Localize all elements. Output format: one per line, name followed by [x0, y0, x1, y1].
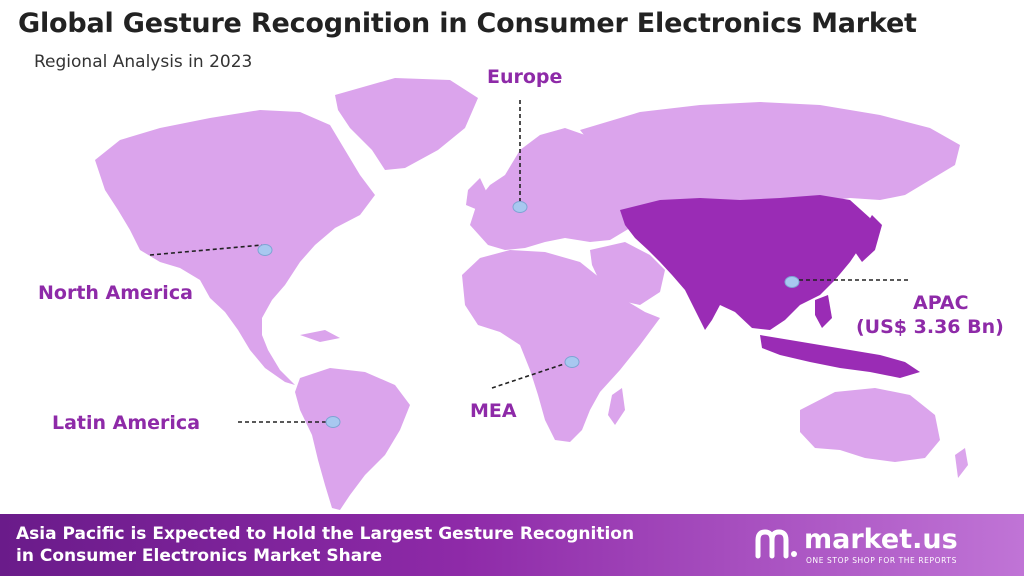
leader-line-north-america [149, 244, 263, 256]
landmass-africa [462, 250, 660, 442]
landmass-japan [855, 215, 882, 262]
region-label-mea: MEA [470, 400, 517, 422]
market-us-logo-icon [755, 529, 797, 559]
page-subtitle: Regional Analysis in 2023 [34, 52, 253, 72]
region-label-europe: Europe [487, 66, 563, 88]
landmass-apac [620, 195, 870, 330]
brand-name: market.us [804, 524, 958, 555]
landmass-se-asia-islands [760, 335, 920, 378]
world-map [95, 78, 968, 510]
marker-north-america [257, 244, 273, 256]
landmass-british-isles [466, 178, 488, 210]
page-title: Global Gesture Recognition in Consumer E… [18, 8, 917, 39]
region-label-apac: APAC [913, 292, 969, 314]
brand-tagline: ONE STOP SHOP FOR THE REPORTS [806, 556, 957, 565]
landmass-philippines [815, 295, 832, 328]
region-label-north-america: North America [38, 282, 193, 304]
marker-europe [512, 201, 528, 213]
landmass-europe [470, 128, 640, 250]
landmass-madagascar [608, 388, 625, 425]
marker-mea [564, 356, 580, 368]
brand-logo: market.us ONE STOP SHOP FOR THE REPORTS [754, 524, 994, 568]
marker-apac [784, 276, 800, 288]
landmass-australia [800, 388, 940, 462]
landmass-south-america [295, 368, 410, 510]
landmass-caribbean [300, 330, 340, 342]
footer-text: Asia Pacific is Expected to Hold the Lar… [16, 524, 635, 566]
region-value-apac: (US$ 3.36 Bn) [856, 316, 1004, 338]
landmass-greenland [335, 78, 478, 170]
landmass-middle-east [590, 242, 665, 305]
landmass-north-asia [580, 102, 960, 210]
footer-banner: Asia Pacific is Expected to Hold the Lar… [0, 514, 1024, 576]
landmass-new-zealand [955, 448, 968, 478]
region-label-latin-america: Latin America [52, 412, 201, 434]
marker-latin-america [325, 416, 341, 428]
